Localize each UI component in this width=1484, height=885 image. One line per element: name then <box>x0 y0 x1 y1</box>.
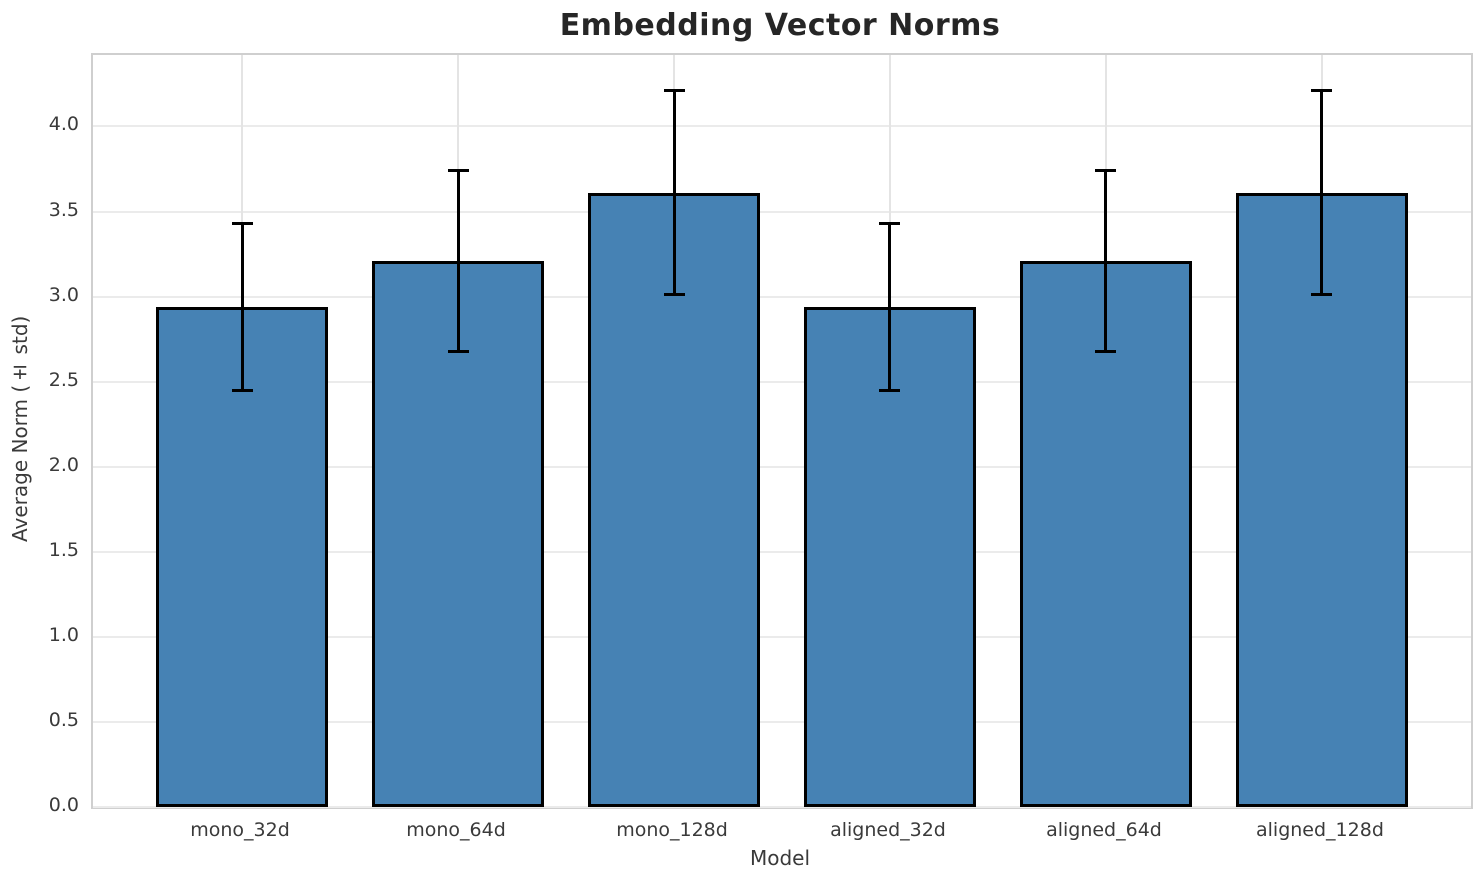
h-gridline <box>93 125 1471 128</box>
error-cap-top-aligned_128d <box>1311 89 1333 93</box>
x-tick-label-aligned_32d: aligned_32d <box>830 819 946 841</box>
y-tick-label: 0.0 <box>48 794 79 816</box>
h-gridline <box>93 295 1471 298</box>
error-cap-top-mono_128d <box>663 89 685 93</box>
y-tick-label: 1.0 <box>48 623 79 646</box>
h-gridline <box>93 635 1471 638</box>
error-cap-top-aligned_32d <box>879 221 901 225</box>
h-gridline <box>93 806 1471 808</box>
error-cap-bottom-mono_128d <box>663 293 685 297</box>
error-cap-bottom-aligned_32d <box>879 388 901 392</box>
error-bar-aligned_32d <box>888 223 892 391</box>
y-tick-label: 3.0 <box>48 283 79 306</box>
x-tick-label-aligned_64d: aligned_64d <box>1046 819 1162 841</box>
x-tick-label-aligned_128d: aligned_128d <box>1256 819 1384 841</box>
error-cap-bottom-mono_64d <box>447 349 469 353</box>
y-tick-label: 1.5 <box>48 538 79 561</box>
x-tick-label-mono_32d: mono_32d <box>190 819 290 841</box>
x-axis-label: Model <box>749 846 811 870</box>
y-tick-label: 3.5 <box>48 198 79 221</box>
y-tick-label: 2.0 <box>48 453 79 476</box>
h-gridline <box>93 465 1471 468</box>
error-bar-aligned_64d <box>1104 170 1108 352</box>
error-cap-bottom-aligned_128d <box>1311 293 1333 297</box>
plot-area <box>91 53 1473 809</box>
y-tick-label: 0.5 <box>48 708 79 731</box>
error-bar-aligned_128d <box>1320 90 1324 295</box>
error-cap-bottom-aligned_64d <box>1095 349 1117 353</box>
y-tick-label: 2.5 <box>48 368 79 391</box>
error-cap-top-aligned_64d <box>1095 169 1117 173</box>
chart-title: Embedding Vector Norms <box>559 8 1001 43</box>
h-gridline <box>93 550 1471 553</box>
error-cap-bottom-mono_32d <box>231 388 253 392</box>
error-bar-mono_128d <box>672 90 676 295</box>
h-gridline <box>93 720 1471 723</box>
y-axis-label: Average Norm (± std) <box>8 315 32 543</box>
x-tick-label-mono_128d: mono_128d <box>616 819 728 841</box>
error-cap-top-mono_64d <box>447 169 469 173</box>
error-bar-mono_32d <box>240 223 244 391</box>
h-gridline <box>93 210 1471 213</box>
error-cap-top-mono_32d <box>231 221 253 225</box>
x-tick-label-mono_64d: mono_64d <box>406 819 506 841</box>
error-bar-mono_64d <box>456 170 460 352</box>
y-tick-label: 4.0 <box>48 113 79 136</box>
h-gridline <box>93 380 1471 383</box>
